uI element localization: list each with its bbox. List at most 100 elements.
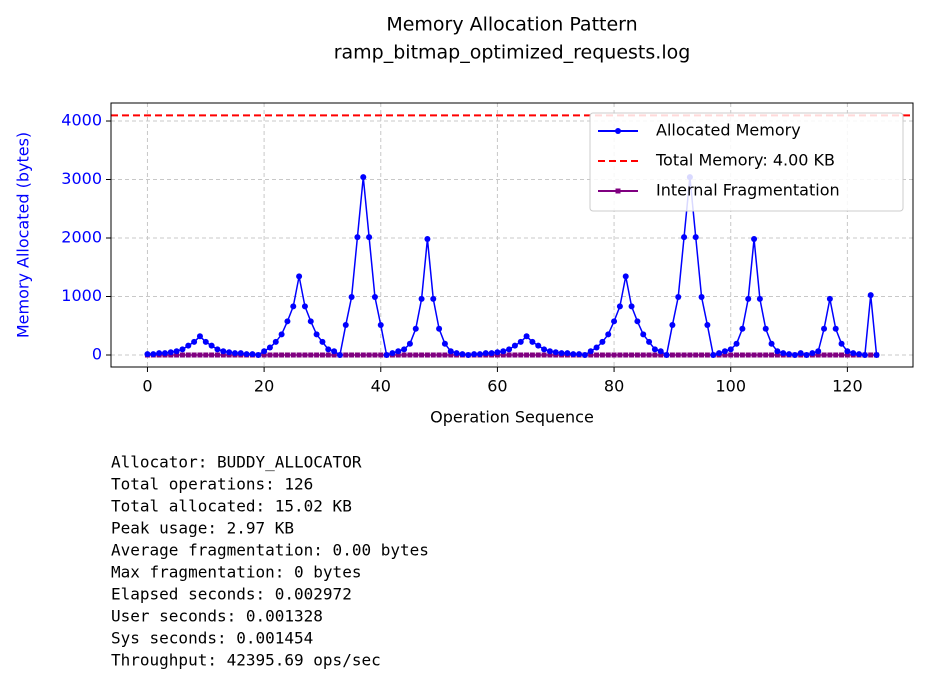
point xyxy=(739,325,746,332)
point xyxy=(255,352,262,359)
point xyxy=(174,352,180,358)
point xyxy=(278,331,285,338)
point xyxy=(757,352,763,358)
point xyxy=(739,352,745,358)
point xyxy=(150,351,157,358)
point xyxy=(710,352,717,359)
point xyxy=(313,331,320,338)
point xyxy=(413,352,419,358)
point xyxy=(594,352,600,358)
point xyxy=(681,234,688,241)
point xyxy=(231,350,238,357)
point xyxy=(191,338,198,345)
point xyxy=(640,352,646,358)
legend-box xyxy=(589,112,904,212)
point xyxy=(774,352,780,358)
point xyxy=(371,293,378,300)
point xyxy=(412,325,419,332)
point xyxy=(704,352,710,358)
point xyxy=(442,352,448,358)
point xyxy=(494,349,501,356)
y-tick-label: 2000 xyxy=(61,228,102,247)
point xyxy=(791,352,798,359)
point xyxy=(803,352,810,359)
point xyxy=(226,349,233,356)
x-tick-label: 0 xyxy=(142,377,152,396)
point xyxy=(482,350,489,357)
point xyxy=(209,352,215,358)
point xyxy=(681,352,687,358)
point xyxy=(261,348,268,355)
point xyxy=(622,273,629,280)
point xyxy=(733,340,740,347)
point xyxy=(424,235,431,242)
point xyxy=(354,352,360,358)
point xyxy=(249,351,256,358)
point xyxy=(243,351,250,358)
point xyxy=(570,351,577,358)
point xyxy=(524,352,530,358)
point xyxy=(675,352,681,358)
stats-line: Throughput: 42395.69 ops/sec xyxy=(111,651,381,670)
point xyxy=(261,352,267,358)
point xyxy=(366,234,373,241)
point xyxy=(395,352,401,358)
y-tick-label: 4000 xyxy=(61,111,102,130)
legend-label: Total Memory: 4.00 KB xyxy=(655,151,835,170)
stats-block: Allocator: BUDDY_ALLOCATOR Total operatio… xyxy=(111,453,429,670)
point xyxy=(401,346,408,353)
point xyxy=(564,350,571,357)
point xyxy=(856,351,863,358)
point xyxy=(266,344,273,351)
point xyxy=(535,342,542,349)
x-tick-label: 20 xyxy=(254,377,274,396)
point xyxy=(815,352,821,358)
point xyxy=(658,352,664,358)
stats-line: Sys seconds: 0.001454 xyxy=(111,629,313,648)
x-axis-label: Operation Sequence xyxy=(430,408,594,427)
point xyxy=(377,322,384,329)
point xyxy=(401,352,407,358)
point xyxy=(424,352,430,358)
point xyxy=(419,352,425,358)
point xyxy=(407,352,413,358)
point xyxy=(634,352,640,358)
point xyxy=(395,348,402,355)
point xyxy=(331,352,337,358)
point xyxy=(640,331,647,338)
point xyxy=(196,333,203,340)
point xyxy=(342,322,349,329)
point xyxy=(354,234,361,241)
point xyxy=(576,351,583,358)
point xyxy=(699,352,705,358)
point xyxy=(605,331,612,338)
point xyxy=(360,352,366,358)
point xyxy=(657,348,664,355)
point xyxy=(500,348,507,355)
chart-title: Memory Allocation Pattern xyxy=(386,14,637,36)
point xyxy=(669,322,676,329)
point xyxy=(156,350,163,357)
point xyxy=(447,348,454,355)
point xyxy=(284,352,290,358)
point xyxy=(611,352,617,358)
point xyxy=(214,352,220,358)
legend-marker xyxy=(615,128,621,134)
point xyxy=(436,352,442,358)
point xyxy=(267,352,273,358)
x-tick-label: 100 xyxy=(715,377,746,396)
point xyxy=(506,346,513,353)
point xyxy=(763,352,769,358)
point xyxy=(826,295,833,302)
point xyxy=(453,350,460,357)
point xyxy=(529,338,536,345)
point xyxy=(518,352,524,358)
point xyxy=(448,352,454,358)
y-tick-label: 0 xyxy=(92,345,102,364)
point xyxy=(430,295,437,302)
point xyxy=(541,346,548,353)
point xyxy=(611,318,618,325)
point xyxy=(751,352,757,358)
point xyxy=(774,348,781,355)
point xyxy=(663,352,670,359)
